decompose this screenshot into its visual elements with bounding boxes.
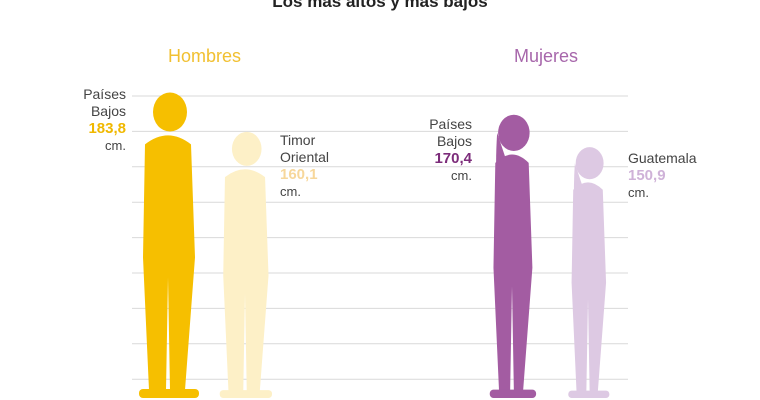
silhouette-hombres-paises-bajos <box>139 92 199 398</box>
country-line1: Países <box>429 116 472 132</box>
value-mujeres-short: 150,9 <box>628 167 666 184</box>
silhouette-mujeres-paises-bajos-body <box>493 154 533 391</box>
silhouette-hombres-timor-oriental-body <box>223 169 269 392</box>
silhouette-mujeres-paises-bajos <box>489 114 537 398</box>
unit-label: cm. <box>451 168 472 183</box>
chart-title: Los más altos y más bajos <box>272 0 488 11</box>
unit-label: cm. <box>628 185 649 200</box>
label-mujeres-short: Guatemala 150,9 cm. <box>628 150 728 201</box>
country-line1: Guatemala <box>628 150 697 166</box>
silhouette-hombres-timor-oriental <box>219 131 273 398</box>
group-label-mujeres: Mujeres <box>514 46 579 66</box>
value-hombres-tall: 183,8 <box>88 120 126 137</box>
unit-label: cm. <box>280 184 301 199</box>
silhouette-hombres-timor-oriental-feet <box>219 390 273 398</box>
silhouette-mujeres-guatemala <box>568 147 610 398</box>
silhouette-hombres-paises-bajos-feet <box>139 389 199 398</box>
silhouette-hombres-paises-bajos-body <box>143 135 195 390</box>
label-hombres-short: Timor Oriental 160,1 cm. <box>280 132 370 200</box>
country-line2: Bajos <box>436 133 472 149</box>
country-line2: Bajos <box>90 103 126 119</box>
silhouette-mujeres-paises-bajos-head <box>498 114 530 151</box>
country-line1: Timor <box>280 132 316 148</box>
silhouette-hombres-timor-oriental-head <box>231 131 262 166</box>
group-label-hombres: Hombres <box>168 46 242 66</box>
value-mujeres-tall: 170,4 <box>434 150 472 167</box>
silhouette-mujeres-guatemala-body <box>571 182 607 392</box>
silhouette-mujeres-guatemala-feet <box>568 390 610 398</box>
silhouette-hombres-paises-bajos-head <box>153 92 187 132</box>
country-line1: Países <box>83 86 126 102</box>
grid-lines <box>132 95 628 380</box>
silhouettes <box>139 92 610 398</box>
silhouette-mujeres-paises-bajos-feet <box>489 389 537 398</box>
label-hombres-tall: Países Bajos 183,8 cm. <box>60 86 126 154</box>
country-line2: Oriental <box>280 149 330 165</box>
label-mujeres-tall: Países Bajos 170,4 cm. <box>404 116 472 184</box>
silhouette-mujeres-guatemala-head <box>575 147 604 180</box>
value-hombres-short: 160,1 <box>280 166 318 183</box>
unit-label: cm. <box>105 138 126 153</box>
